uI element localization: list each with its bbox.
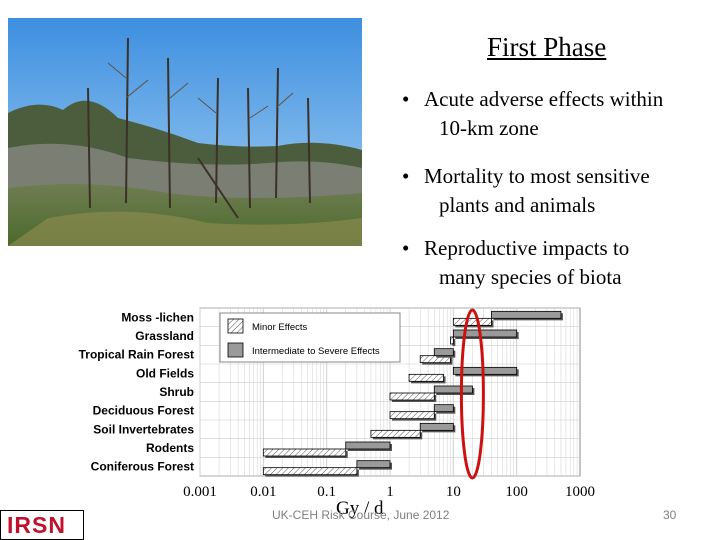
- category-label: Shrub: [159, 385, 194, 399]
- bullet-text-line2: many species of biota: [439, 265, 622, 289]
- category-label: Moss -lichen: [121, 310, 194, 324]
- minor-effects-bar: [262, 467, 358, 476]
- severe-effects-bar: [345, 441, 391, 450]
- legend-label: Minor Effects: [252, 322, 308, 333]
- x-tick-label: 0.01: [250, 484, 276, 500]
- dose-effect-chart: Moss -lichen Grassland Tropical Rain Fores…: [79, 307, 595, 500]
- logo-text: IRSN: [7, 512, 66, 538]
- minor-effects-bar: [452, 317, 492, 326]
- severe-effects-bar: [452, 329, 518, 338]
- minor-effects-bar: [408, 373, 444, 382]
- category-label: Deciduous Forest: [93, 404, 194, 418]
- footer-text: UK-CEH Risk Course, June 2012: [272, 508, 450, 522]
- severe-effects-bar: [356, 460, 391, 469]
- minor-effects-bar: [370, 429, 421, 438]
- bullet-text-line1: Reproductive impacts to: [424, 236, 630, 260]
- x-tick-label: 0.001: [183, 484, 217, 500]
- minor-effects-bar: [389, 392, 435, 401]
- legend-swatch: [227, 342, 244, 358]
- slide-title: First Phase: [487, 32, 607, 62]
- bullet-text-line1: Acute adverse effects within: [424, 87, 664, 111]
- bullet-icon: •: [402, 164, 410, 188]
- category-label: Coniferous Forest: [91, 460, 194, 474]
- category-label: Grassland: [135, 329, 194, 343]
- bullet-text-line1: Mortality to most sensitive: [424, 164, 650, 188]
- legend-swatch: [227, 318, 244, 334]
- minor-effects-bar: [450, 336, 454, 345]
- severe-effects-bar: [452, 366, 518, 375]
- x-axis-unit-label: Gy / d: [336, 498, 384, 519]
- category-label: Tropical Rain Forest: [79, 348, 194, 362]
- severe-effects-bar: [433, 348, 454, 357]
- minor-effects-bar: [389, 411, 435, 420]
- page-number: 30: [663, 508, 677, 522]
- highlight-ellipse: [459, 308, 485, 480]
- minor-effects-bar: [262, 448, 347, 457]
- x-tick-label: 100: [505, 484, 527, 500]
- bullet-icon: •: [402, 87, 410, 111]
- legend-box: [219, 312, 401, 363]
- legend-label: Intermediate to Severe Effects: [252, 346, 380, 357]
- irsn-logo: IRSN: [0, 510, 84, 540]
- bullet-text-line2: plants and animals: [439, 193, 596, 217]
- bullet-text-line2: 10-km zone: [439, 116, 539, 140]
- severe-effects-bar: [433, 404, 454, 413]
- category-label: Rodents: [146, 441, 194, 455]
- severe-effects-bar: [433, 385, 473, 394]
- bar-shadow: [452, 339, 456, 346]
- chart-legend: Minor Effects Intermediate to Severe Effe…: [219, 312, 401, 363]
- severe-effects-bar: [419, 422, 454, 431]
- x-tick-label: 0.1: [317, 484, 336, 500]
- x-tick-label: 1000: [565, 484, 595, 500]
- category-label: Soil Invertebrates: [93, 422, 194, 436]
- bullet-icon: •: [402, 236, 410, 260]
- forest-photo: [8, 18, 362, 246]
- category-label: Old Fields: [136, 366, 194, 380]
- severe-effects-bar: [491, 310, 562, 319]
- x-tick-label: 10: [446, 484, 461, 500]
- x-tick-label: 1: [386, 484, 394, 500]
